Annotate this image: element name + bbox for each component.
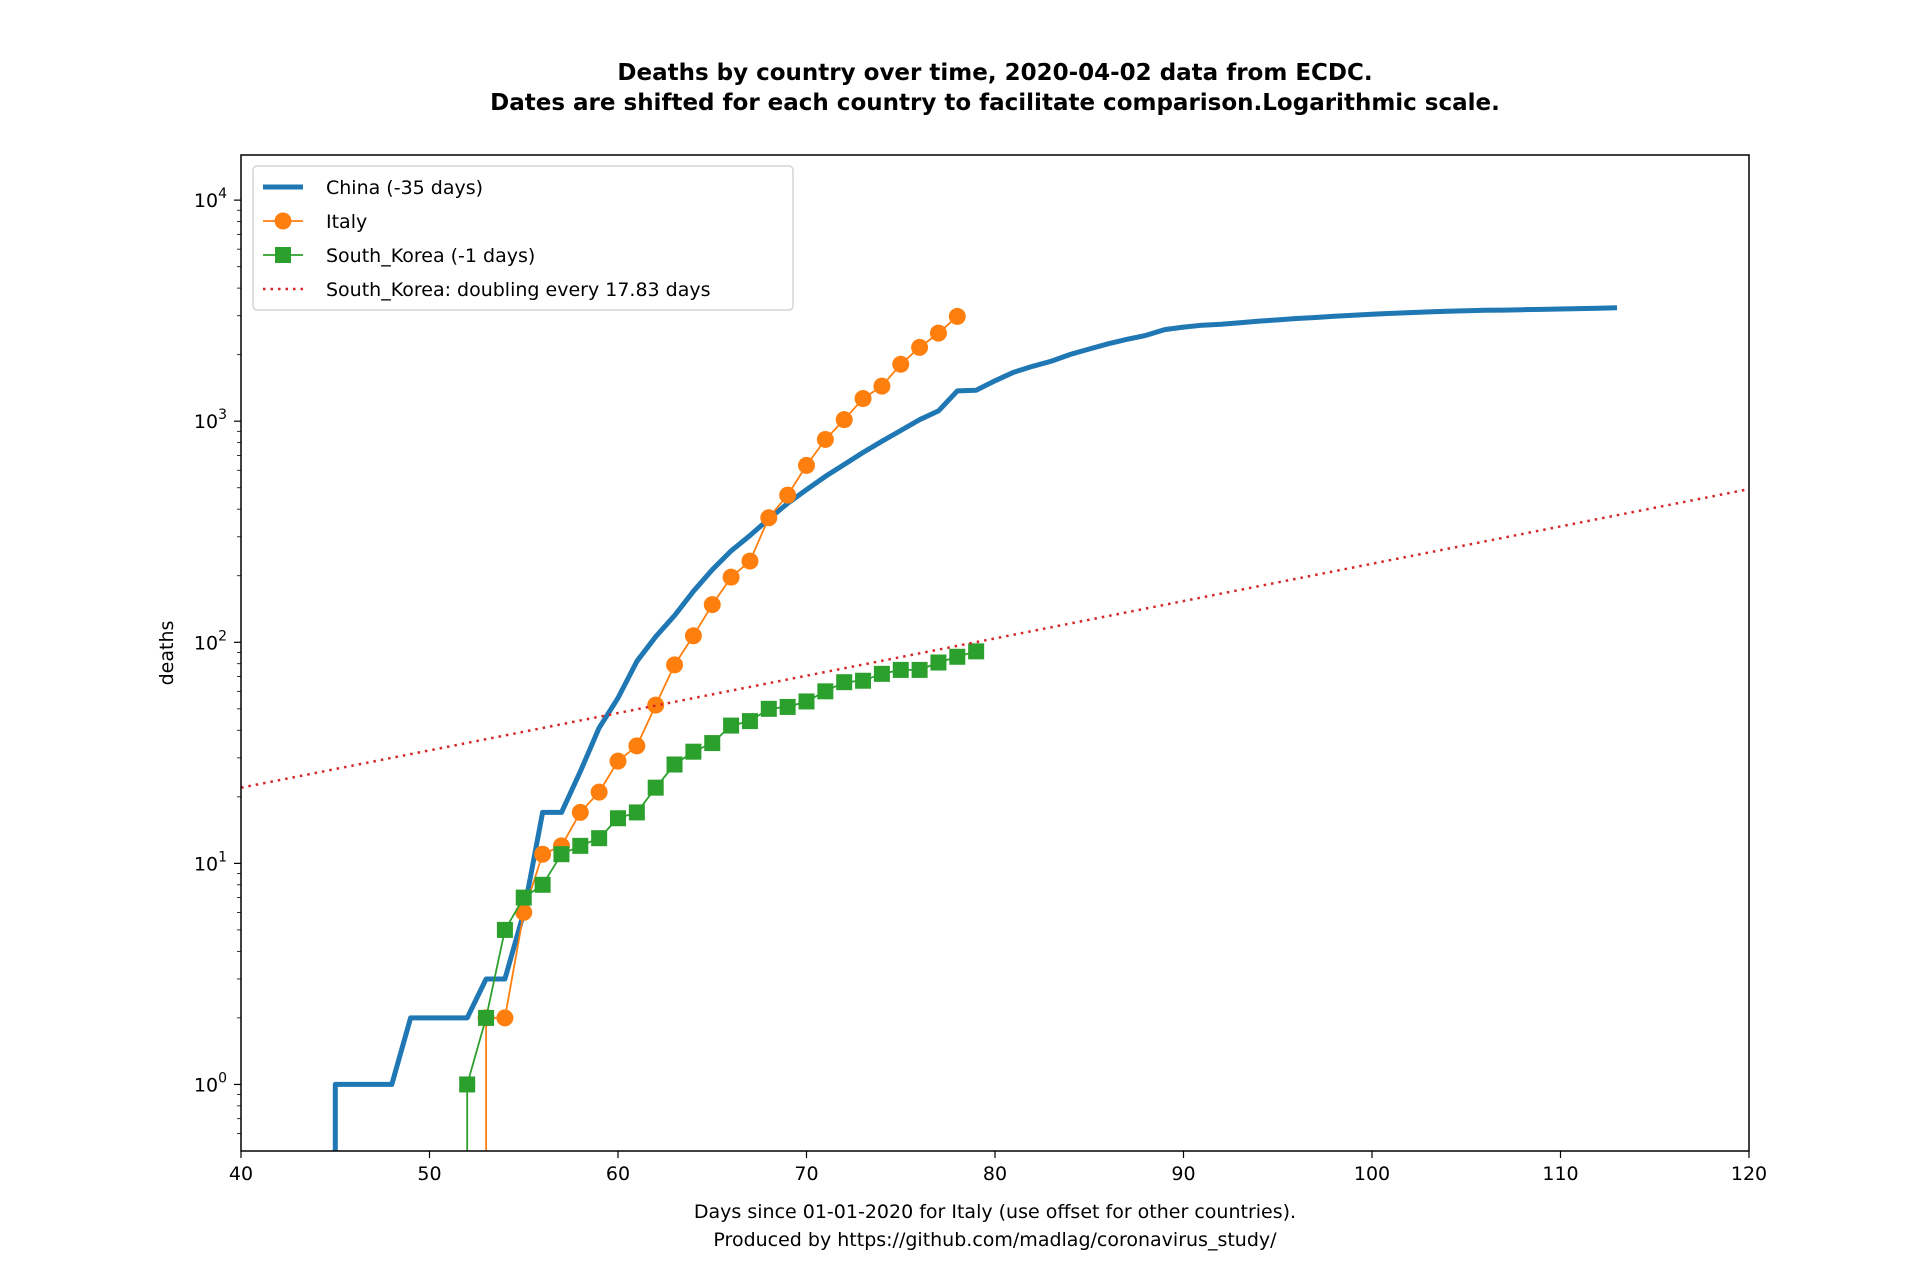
- south-korea-point: [930, 654, 947, 671]
- south-korea-point: [647, 779, 664, 796]
- italy-point: [684, 627, 702, 645]
- series-line-1: [485, 315, 958, 1151]
- south-korea-point: [949, 648, 966, 665]
- south-korea-point: [515, 889, 532, 906]
- x-tick-label: 80: [983, 1163, 1007, 1185]
- x-tick-label: 40: [229, 1163, 253, 1185]
- y-tick-label: 100: [194, 1070, 227, 1096]
- south-korea-point: [855, 672, 872, 689]
- south-korea-point: [666, 756, 683, 773]
- south-korea-point: [610, 810, 626, 827]
- south-korea-point: [723, 717, 740, 734]
- legend-marker-2: [275, 247, 291, 263]
- italy-point: [666, 656, 684, 674]
- south-korea-point: [741, 713, 758, 730]
- legend-label-1: Italy: [326, 211, 367, 233]
- x-tick-label: 60: [606, 1163, 630, 1185]
- series-0: [332, 305, 1618, 1151]
- italy-point: [647, 696, 665, 714]
- y-tick-label: 102: [194, 628, 227, 654]
- italy-point: [798, 456, 815, 474]
- italy-point: [534, 845, 552, 863]
- italy-point: [779, 486, 797, 504]
- legend: China (-35 days) Italy South_Korea (-1 day…: [252, 165, 794, 311]
- x-tick-label: 90: [1171, 1163, 1195, 1185]
- italy-point: [609, 752, 627, 770]
- y-axis-label: deaths: [156, 621, 178, 686]
- legend-box: [252, 165, 794, 311]
- italy-point: [571, 803, 589, 821]
- south-korea-point: [591, 830, 608, 847]
- x-axis-label-line-1: Days since 01-01-2020 for Italy (use off…: [694, 1201, 1296, 1223]
- italy-point: [835, 411, 853, 429]
- italy-point: [703, 596, 721, 614]
- x-tick-label: 70: [794, 1163, 818, 1185]
- italy-point: [722, 568, 740, 586]
- south-korea-point: [459, 1076, 476, 1093]
- x-axis-label-line-2: Produced by https://github.com/madlag/co…: [713, 1229, 1277, 1251]
- south-korea-point: [553, 846, 570, 863]
- south-korea-point: [496, 921, 513, 938]
- italy-point: [590, 783, 608, 801]
- series-line-2: [466, 650, 977, 1151]
- south-korea-point: [760, 700, 777, 717]
- italy-point: [496, 1009, 514, 1027]
- x-tick-label: 120: [1731, 1163, 1767, 1185]
- south-korea-point: [873, 665, 890, 682]
- italy-point: [760, 509, 778, 527]
- south-korea-point: [685, 743, 702, 760]
- legend-label-2: South_Korea (-1 days): [326, 245, 535, 267]
- south-korea-point: [478, 1009, 495, 1026]
- south-korea-point: [779, 698, 796, 715]
- south-korea-point: [968, 643, 985, 660]
- y-tick-label: 103: [194, 407, 227, 433]
- italy-point: [948, 307, 966, 325]
- series-1: [477, 307, 966, 1151]
- south-korea-point: [836, 674, 853, 691]
- series-line-0: [332, 305, 1618, 1151]
- y-tick-label: 101: [194, 849, 227, 875]
- italy-point: [816, 430, 834, 448]
- y-tick-label: 104: [194, 186, 227, 212]
- x-tick-label: 100: [1354, 1163, 1390, 1185]
- south-korea-point: [628, 804, 645, 821]
- italy-point: [515, 903, 533, 921]
- south-korea-point: [911, 661, 928, 678]
- south-korea-point: [817, 683, 834, 700]
- south-korea-point: [534, 876, 551, 893]
- italy-point: [628, 737, 646, 755]
- series-line-3: [241, 487, 1749, 789]
- legend-label-0: China (-35 days): [326, 177, 483, 199]
- italy-point: [892, 355, 910, 373]
- south-korea-point: [572, 837, 589, 854]
- south-korea-point: [798, 693, 815, 710]
- south-korea-point: [892, 661, 909, 678]
- italy-point: [873, 377, 891, 395]
- italy-point: [854, 390, 872, 408]
- italy-point: [911, 338, 929, 356]
- chart-title-line-1: Deaths by country over time, 2020-04-02 …: [617, 60, 1372, 86]
- italy-point: [929, 324, 947, 342]
- series-3: [241, 487, 1749, 789]
- italy-point: [741, 552, 759, 570]
- x-axis: 40 50 60 70 80 90 100 110 120: [229, 1151, 1767, 1185]
- x-tick-label: 50: [417, 1163, 441, 1185]
- legend-marker-1: [274, 212, 292, 230]
- series-layer: [241, 305, 1749, 1151]
- south-korea-point: [704, 735, 721, 752]
- x-tick-label: 110: [1542, 1163, 1578, 1185]
- legend-label-3: South_Korea: doubling every 17.83 days: [326, 279, 711, 301]
- series-2: [459, 643, 985, 1151]
- y-axis: 100 101 102 103 104: [194, 186, 241, 1134]
- chart-title-line-2: Dates are shifted for each country to fa…: [490, 90, 1500, 116]
